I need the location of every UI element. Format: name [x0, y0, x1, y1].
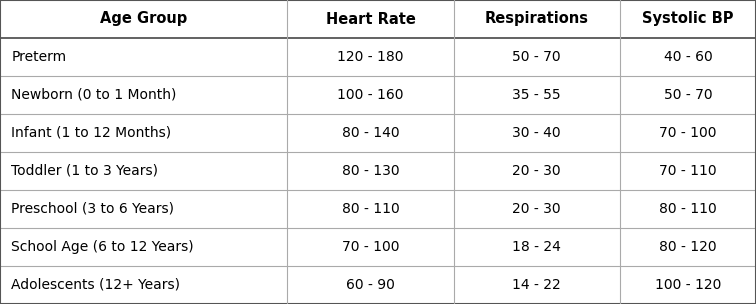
Text: 40 - 60: 40 - 60 — [664, 50, 712, 64]
Text: 20 - 30: 20 - 30 — [513, 202, 561, 216]
Text: Infant (1 to 12 Months): Infant (1 to 12 Months) — [11, 126, 172, 140]
Text: Preschool (3 to 6 Years): Preschool (3 to 6 Years) — [11, 202, 175, 216]
Text: 80 - 140: 80 - 140 — [342, 126, 399, 140]
Text: Adolescents (12+ Years): Adolescents (12+ Years) — [11, 278, 181, 292]
Text: Systolic BP: Systolic BP — [642, 12, 734, 26]
Text: Heart Rate: Heart Rate — [326, 12, 415, 26]
Text: 14 - 22: 14 - 22 — [513, 278, 561, 292]
Text: 80 - 110: 80 - 110 — [342, 202, 399, 216]
Text: 70 - 110: 70 - 110 — [659, 164, 717, 178]
Text: 120 - 180: 120 - 180 — [337, 50, 404, 64]
Text: 70 - 100: 70 - 100 — [659, 126, 717, 140]
Text: 60 - 90: 60 - 90 — [346, 278, 395, 292]
Text: 35 - 55: 35 - 55 — [513, 88, 561, 102]
Text: Preterm: Preterm — [11, 50, 67, 64]
Text: 20 - 30: 20 - 30 — [513, 164, 561, 178]
Text: 100 - 120: 100 - 120 — [655, 278, 721, 292]
Text: 80 - 110: 80 - 110 — [659, 202, 717, 216]
Text: 80 - 130: 80 - 130 — [342, 164, 399, 178]
Text: School Age (6 to 12 Years): School Age (6 to 12 Years) — [11, 240, 194, 254]
Text: Age Group: Age Group — [100, 12, 187, 26]
Text: Newborn (0 to 1 Month): Newborn (0 to 1 Month) — [11, 88, 177, 102]
Text: 18 - 24: 18 - 24 — [513, 240, 561, 254]
Text: 50 - 70: 50 - 70 — [664, 88, 712, 102]
Text: 100 - 160: 100 - 160 — [337, 88, 404, 102]
Text: 50 - 70: 50 - 70 — [513, 50, 561, 64]
Text: 80 - 120: 80 - 120 — [659, 240, 717, 254]
Text: 70 - 100: 70 - 100 — [342, 240, 399, 254]
Text: 30 - 40: 30 - 40 — [513, 126, 561, 140]
Text: Toddler (1 to 3 Years): Toddler (1 to 3 Years) — [11, 164, 158, 178]
Text: Respirations: Respirations — [485, 12, 589, 26]
